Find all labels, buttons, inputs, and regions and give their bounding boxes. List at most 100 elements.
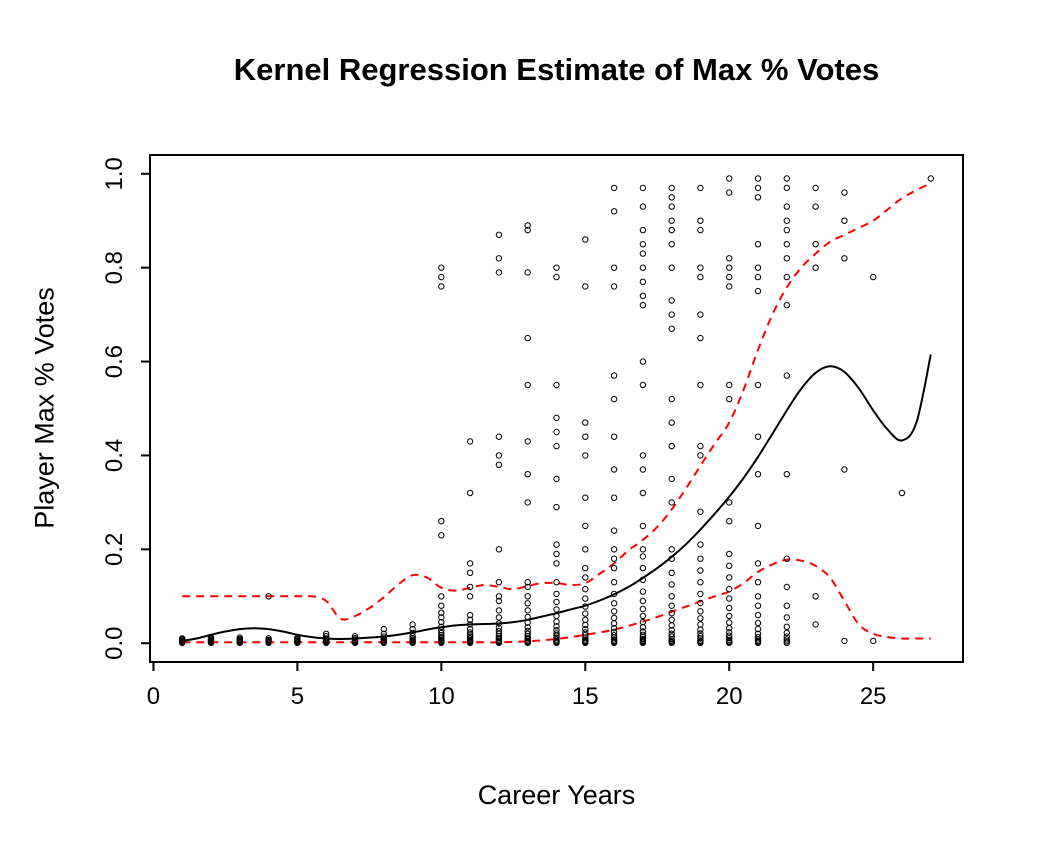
- scatter-point: [553, 636, 560, 643]
- scatter-point: [754, 194, 762, 201]
- scatter-point: [668, 325, 675, 332]
- x-tick-label: 20: [716, 683, 743, 710]
- scatter-point: [524, 334, 531, 342]
- scatter-point: [438, 629, 445, 637]
- scatter-point: [438, 633, 445, 641]
- scatter-point: [409, 621, 416, 628]
- scatter-point: [610, 283, 618, 290]
- scatter-point: [726, 612, 733, 620]
- scatter-point: [726, 574, 733, 581]
- y-tick-label: 0.0: [101, 627, 128, 660]
- chart-title: Kernel Regression Estimate of Max % Vote…: [233, 52, 880, 87]
- scatter-point: [668, 184, 675, 192]
- scatter-point: [524, 613, 531, 621]
- scatter-point: [697, 226, 704, 234]
- scatter-point: [639, 605, 647, 613]
- scatter-point: [438, 532, 445, 539]
- scatter-point: [754, 175, 762, 182]
- y-tick-label: 0.2: [101, 533, 128, 566]
- scatter-point: [668, 475, 675, 483]
- scatter-point: [610, 636, 618, 643]
- scatter-point: [754, 625, 762, 633]
- upper-band-line: [182, 182, 932, 621]
- scatter-point: [697, 442, 704, 450]
- scatter-point: [495, 620, 503, 627]
- scatter-point: [754, 522, 762, 530]
- scatter-point: [668, 311, 675, 318]
- scatter-point: [582, 564, 589, 572]
- scatter-point: [495, 607, 503, 614]
- scatter-point: [697, 615, 704, 622]
- scatter-point: [668, 630, 675, 637]
- scatter-point: [754, 611, 762, 619]
- scatter-point: [524, 226, 531, 234]
- scatter-point: [697, 637, 704, 644]
- scatter-point: [466, 560, 474, 567]
- scatter-point: [668, 602, 675, 609]
- scatter-point: [582, 616, 589, 623]
- scatter-point: [524, 593, 531, 600]
- scatter-point: [668, 241, 675, 248]
- scatter-point: [466, 611, 474, 619]
- scatter-point: [668, 442, 675, 450]
- scatter-point: [898, 489, 906, 497]
- scatter-point: [582, 494, 589, 501]
- scatter-point: [754, 273, 762, 281]
- scatter-point: [582, 522, 589, 530]
- scatter-point: [553, 612, 560, 620]
- scatter-point: [265, 635, 272, 642]
- scatter-point: [754, 630, 762, 637]
- scatter-point: [179, 635, 186, 642]
- x-axis-title: Career Years: [477, 780, 636, 810]
- scatter-point: [870, 273, 877, 281]
- scatter-point: [610, 433, 618, 440]
- scatter-point: [639, 588, 647, 595]
- scatter-point: [323, 630, 330, 637]
- scatter-point: [466, 633, 474, 640]
- scatter-point: [697, 508, 704, 515]
- scatter-point: [639, 358, 647, 365]
- scatter-point: [553, 630, 560, 637]
- lower-band-line: [182, 558, 931, 644]
- scatter-point: [553, 428, 560, 436]
- scatter-point: [783, 471, 790, 478]
- scatter-point: [726, 189, 733, 196]
- scatter-point: [380, 633, 387, 640]
- y-axis-title: Player Max % Votes: [29, 287, 60, 529]
- scatter-point: [553, 442, 560, 450]
- scatter-point: [582, 629, 589, 636]
- scatter-point: [783, 633, 790, 640]
- scatter-point: [610, 395, 618, 403]
- scatter-point: [524, 607, 531, 614]
- scatter-point: [668, 395, 675, 403]
- scatter-point: [323, 633, 330, 640]
- scatter-point: [639, 381, 647, 389]
- scatter-point: [697, 273, 704, 281]
- scatter-point: [754, 619, 762, 627]
- y-tick-label: 0.6: [101, 345, 128, 378]
- scatter-point: [783, 203, 790, 210]
- scatter-point: [639, 466, 647, 473]
- scatter-point: [466, 629, 474, 636]
- scatter-point: [812, 241, 819, 248]
- scatter-point: [639, 278, 647, 285]
- scatter-point: [438, 283, 445, 290]
- scatter-point: [697, 621, 704, 628]
- scatter-point: [610, 264, 618, 271]
- scatter-point: [754, 602, 762, 609]
- scatter-point: [697, 311, 704, 318]
- scatter-point: [610, 466, 618, 473]
- scatter-point: [582, 452, 589, 459]
- scatter-point: [524, 624, 531, 631]
- scatter-point: [524, 634, 531, 642]
- scatter-point: [783, 583, 790, 591]
- scatter-point: [726, 264, 733, 271]
- scatter-point: [610, 184, 618, 192]
- scatter-point: [697, 630, 704, 637]
- scatter-point: [783, 273, 790, 281]
- scatter-point: [553, 541, 560, 548]
- scatter-point: [870, 637, 877, 645]
- scatter-point: [495, 255, 503, 262]
- scatter-point: [697, 626, 704, 633]
